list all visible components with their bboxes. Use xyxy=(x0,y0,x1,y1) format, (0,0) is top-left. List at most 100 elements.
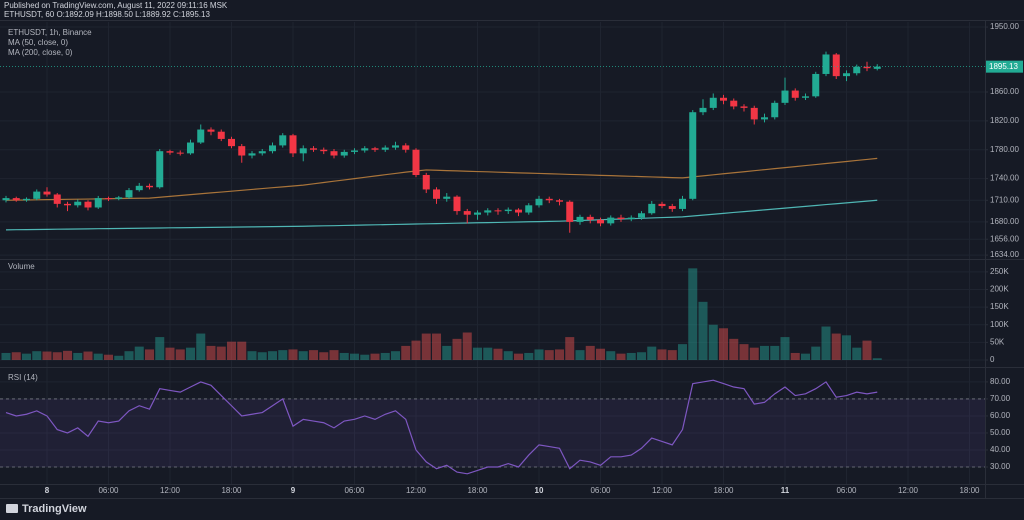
candle-body xyxy=(586,216,594,220)
volume-bar xyxy=(596,348,605,360)
candle-body xyxy=(453,196,461,212)
volume-bar xyxy=(565,337,575,360)
volume-bar xyxy=(708,324,718,360)
volume-bar xyxy=(862,340,872,360)
y-tick-label: 1656.00 xyxy=(990,234,1019,243)
y-tick-label: 150K xyxy=(990,302,1009,311)
volume-bar xyxy=(760,345,769,360)
volume-bar xyxy=(257,352,267,360)
candle-body xyxy=(556,200,563,202)
candle-body xyxy=(135,185,143,191)
candle-body xyxy=(238,146,246,156)
volume-bar xyxy=(73,352,83,360)
candle-body xyxy=(566,201,574,222)
candle-body xyxy=(730,100,738,107)
volume-bar xyxy=(83,351,93,360)
ma-line xyxy=(5,157,878,201)
candle-body xyxy=(679,198,686,209)
y-tick-label: 1680.00 xyxy=(990,217,1019,226)
candle-body xyxy=(12,198,20,201)
volume-bar xyxy=(22,353,31,360)
candle-body xyxy=(812,73,820,97)
y-tick-label: 250K xyxy=(990,267,1009,276)
volume-bar xyxy=(667,350,677,360)
volume-bar xyxy=(237,341,247,360)
volume-bar xyxy=(503,351,513,360)
candle-body xyxy=(422,175,430,190)
volume-bar xyxy=(575,350,585,360)
candle-body xyxy=(576,216,584,222)
candle-body xyxy=(310,148,317,150)
y-tick-label: 1950.00 xyxy=(990,22,1019,31)
candle-body xyxy=(750,107,758,120)
candle-body xyxy=(494,210,502,212)
volume-bar xyxy=(657,349,667,360)
volume-bar xyxy=(196,333,206,360)
volume-bar xyxy=(585,345,595,360)
candle-body xyxy=(515,209,522,213)
y-tick-label: 100K xyxy=(990,320,1009,329)
y-tick-label: 1780.00 xyxy=(990,145,1019,154)
volume-bar xyxy=(134,346,144,360)
volume-bar xyxy=(831,333,841,360)
candle-body xyxy=(146,185,153,188)
volume-bar xyxy=(688,268,698,360)
volume-bar xyxy=(227,341,236,360)
candle-body xyxy=(74,201,82,206)
volume-bar xyxy=(104,354,113,360)
volume-bar xyxy=(811,346,821,360)
candle-body xyxy=(802,96,809,98)
volume-bar xyxy=(729,338,739,360)
x-tick-label: 06:00 xyxy=(836,486,857,495)
volume-bar xyxy=(350,353,359,360)
candle-body xyxy=(340,151,348,156)
last-price-box xyxy=(986,60,1023,73)
candle-body xyxy=(525,205,533,213)
candle-body xyxy=(843,73,850,77)
candle-body xyxy=(822,54,830,74)
candle-body xyxy=(607,217,615,224)
candle-body xyxy=(638,213,645,218)
volume-bar xyxy=(360,354,370,360)
volume-bar xyxy=(842,335,851,360)
candle-body xyxy=(94,198,102,208)
candle-body xyxy=(863,66,871,69)
volume-bar xyxy=(42,351,52,360)
brand-logo: TradingView xyxy=(6,503,87,515)
pane-title: ETHUSDT, 1h, Binance xyxy=(8,28,92,37)
brand-name: TradingView xyxy=(22,503,87,515)
candle-body xyxy=(412,149,420,176)
volume-bar xyxy=(555,349,564,360)
volume-bar xyxy=(319,352,329,360)
x-tick-label: 11 xyxy=(781,486,790,495)
volume-bar xyxy=(114,355,124,360)
volume-bar xyxy=(821,326,831,360)
candle-body xyxy=(709,97,717,108)
candle-body xyxy=(125,190,133,198)
volume-bar xyxy=(268,351,277,360)
candle-body xyxy=(484,210,492,213)
axes: 8 06:00 12:00 18:00 9 06:00 12:00 18:00 10 06:00 1… xyxy=(45,22,1023,495)
candle-body xyxy=(617,217,625,220)
x-tick-label: 12:00 xyxy=(406,486,427,495)
volume-bar xyxy=(872,358,882,360)
candle-body xyxy=(504,209,512,212)
volume-bar xyxy=(514,353,523,360)
y-tick-label: 1820.00 xyxy=(990,116,1019,125)
candle-body xyxy=(228,138,235,147)
x-tick-label: 06:00 xyxy=(590,486,611,495)
volume-bar xyxy=(380,352,390,360)
candle-body xyxy=(853,66,861,74)
candle-body xyxy=(361,148,369,151)
grid xyxy=(0,22,985,484)
candle-body xyxy=(248,153,256,156)
candle-body xyxy=(392,145,399,148)
volume-bar xyxy=(186,347,195,360)
candle-body xyxy=(791,90,799,98)
candle-body xyxy=(433,189,440,199)
candle-body xyxy=(381,147,389,150)
volume-bar xyxy=(493,348,503,360)
volume-bar xyxy=(288,349,298,360)
volume-bar xyxy=(483,347,493,360)
volume-bar xyxy=(145,349,154,360)
